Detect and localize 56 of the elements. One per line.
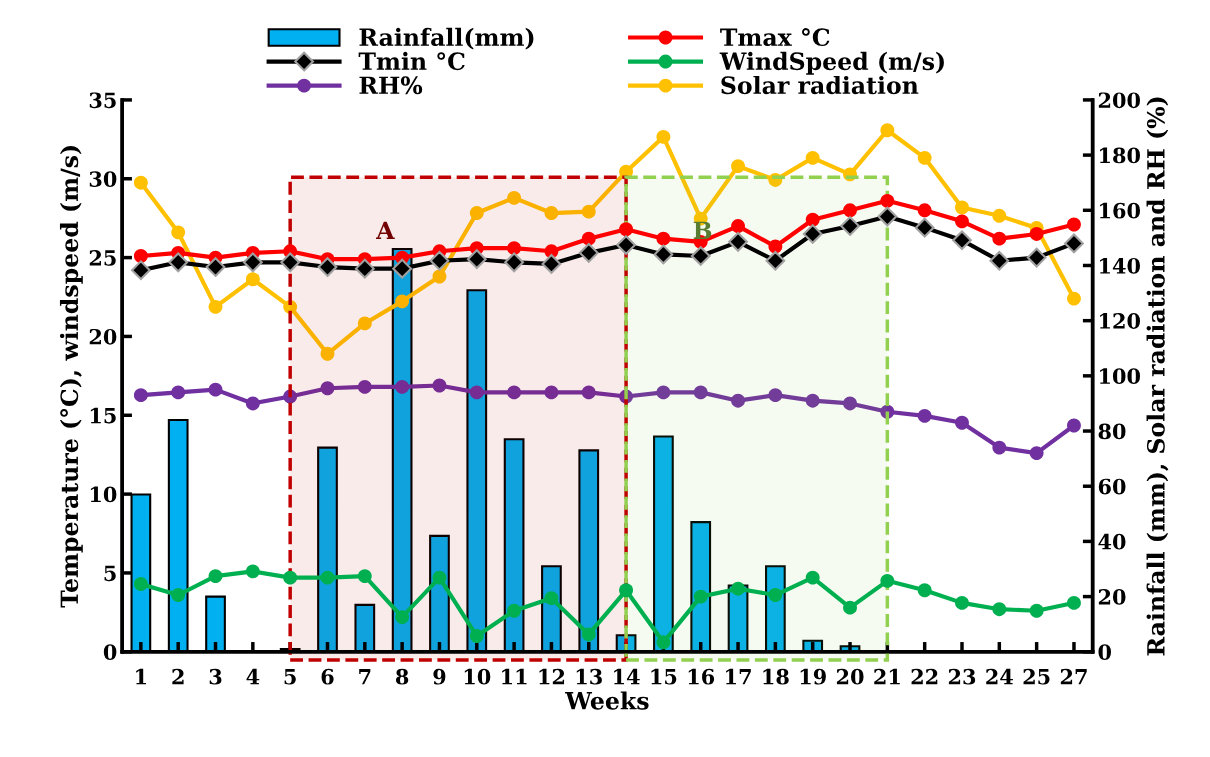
x-tick-label: 10 xyxy=(464,668,491,685)
y2-tick-label: 80 xyxy=(1098,423,1126,440)
x-tick-label: 16 xyxy=(688,668,715,685)
legend-label: Tmin °C xyxy=(358,51,465,71)
x-tick-label: 14 xyxy=(614,668,640,685)
y2-tick-label: 180 xyxy=(1100,147,1140,164)
x-tick-label: 13 xyxy=(576,668,602,685)
y-tick-label: 10 xyxy=(90,486,117,503)
y-tick-label: 20 xyxy=(89,328,117,345)
y2-tick-label: 0 xyxy=(1098,644,1112,660)
x-tick-label: 9 xyxy=(433,668,446,685)
y2-tick-label: 20 xyxy=(1098,589,1126,605)
y2-tick-label: 160 xyxy=(1100,202,1140,219)
x-tick-label: 1 xyxy=(136,668,147,685)
x-tick-label: 5 xyxy=(284,669,296,685)
y2-tick-label: 40 xyxy=(1098,533,1126,550)
x-tick-label: 7 xyxy=(359,669,371,685)
y2-tick-label: 100 xyxy=(1100,368,1140,385)
legend-label: RH% xyxy=(359,76,423,95)
x-tick-label: 25 xyxy=(1023,668,1050,685)
y2-tick-label: 60 xyxy=(1098,478,1126,495)
x-tick-label: 19 xyxy=(800,668,826,685)
y-tick-label: 35 xyxy=(89,92,116,109)
x-tick-label: 2 xyxy=(172,668,184,685)
x-tick-label: 20 xyxy=(836,668,864,685)
y-tick-label: 0 xyxy=(103,644,117,660)
x-tick-label: 24 xyxy=(986,668,1013,685)
x-axis-title: Weeks xyxy=(565,691,649,710)
x-tick-label: 11 xyxy=(502,668,527,685)
x-tick-label: 8 xyxy=(395,668,409,685)
y-tick-label: 5 xyxy=(104,565,116,582)
x-tick-label: 21 xyxy=(874,668,900,685)
legend-label: Rainfall(mm) xyxy=(359,27,534,50)
x-tick-label: 4 xyxy=(246,668,260,685)
x-tick-label: 17 xyxy=(726,668,751,685)
y2-tick-label: 140 xyxy=(1100,257,1140,274)
band-label: A xyxy=(376,221,395,239)
x-tick-label: 22 xyxy=(911,668,938,685)
x-tick-label: 12 xyxy=(539,668,565,685)
x-tick-label: 23 xyxy=(948,668,976,685)
y-tick-label: 15 xyxy=(90,407,116,424)
legend-label: Tmax °C xyxy=(720,28,830,47)
x-tick-label: 27 xyxy=(1060,668,1087,685)
legend-label: WindSpeed (m/s) xyxy=(719,51,944,75)
band-label: B xyxy=(693,221,712,239)
y2-axis-title: Rainfall (mm), Solar radiation and RH (%) xyxy=(1146,97,1169,656)
x-tick-label: 3 xyxy=(209,668,222,685)
x-tick-label: 15 xyxy=(651,668,677,685)
y-tick-label: 30 xyxy=(89,171,117,187)
legend-label: Solar radiation xyxy=(721,75,919,95)
x-tick-label: 18 xyxy=(763,668,789,685)
y2-tick-label: 200 xyxy=(1098,92,1140,109)
y2-tick-label: 120 xyxy=(1100,313,1140,329)
x-tick-label: 6 xyxy=(321,668,334,685)
y-tick-label: 25 xyxy=(89,250,116,266)
y-axis-title: Temperature (°C), windspeed (m/s) xyxy=(59,146,83,608)
